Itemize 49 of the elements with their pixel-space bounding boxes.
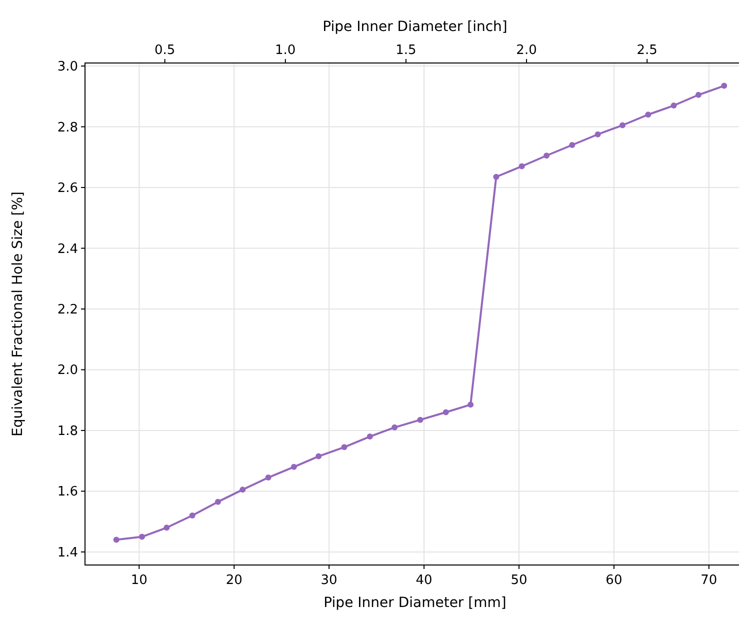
point [493,174,500,180]
point [695,92,702,98]
point [670,102,677,109]
point [316,453,322,460]
point [468,402,474,408]
point [619,122,626,128]
x-tick-label: 10 [130,573,148,588]
y-tick-label: 3.0 [57,60,78,75]
x2-axis-title: Pipe Inner Diameter [inch] [322,19,508,35]
point [442,409,449,416]
y-tick-label: 2.4 [57,242,78,257]
x-tick-label: 40 [416,573,432,588]
point [341,444,348,450]
point [569,142,576,148]
point [518,163,525,170]
x-axis-title: Pipe Inner Diameter [mm] [324,595,506,611]
y-tick-label: 2.6 [57,181,78,196]
y-tick-label: 2.0 [57,363,78,378]
x2-tick-label: 1.5 [396,43,416,58]
y-tick-label: 1.6 [57,484,78,500]
x-tick-label: 20 [226,573,242,588]
x-tick-label: 60 [606,573,622,588]
point [417,416,424,423]
point [164,524,170,531]
y-tick-label: 1.8 [57,424,78,439]
point [544,152,550,159]
x2-tick-label: 1.0 [275,43,296,58]
x-tick-label: 30 [320,573,338,588]
point [290,464,297,470]
point [645,112,652,118]
y-tick-label: 2.8 [57,120,78,136]
x-tick-label: 50 [510,573,528,588]
point [138,534,145,540]
x2-tick-label: 0.5 [154,43,176,58]
point [113,536,120,543]
point [189,512,196,518]
point [594,131,601,138]
x2-tick-label: 2.0 [516,43,537,58]
point [721,82,728,89]
x-tick-label: 70 [700,573,718,588]
point [240,486,246,493]
y-tick-label: 2.2 [57,302,78,318]
point [392,424,398,430]
y-axis-title: Equivalent Fractional Hole Size [%] [10,192,26,436]
x2-tick-label: 2.5 [636,43,658,58]
point [265,474,272,481]
point [366,434,373,440]
point [214,498,221,505]
y-tick-label: 1.4 [57,545,78,560]
